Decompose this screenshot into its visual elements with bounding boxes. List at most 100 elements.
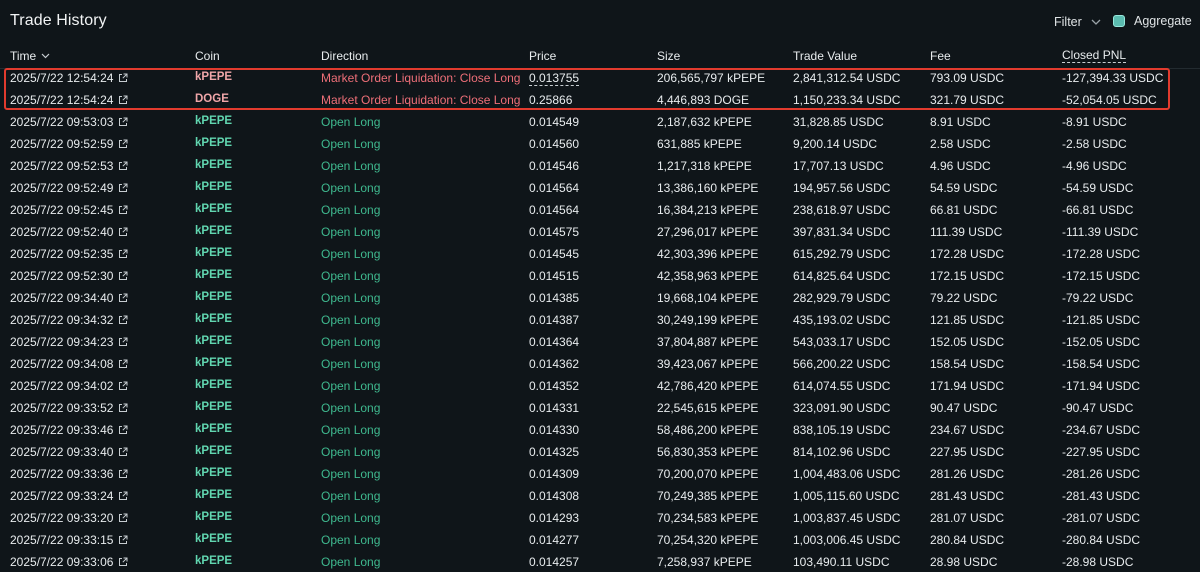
external-link-icon[interactable] bbox=[118, 403, 128, 413]
external-link-icon[interactable] bbox=[118, 359, 128, 369]
size-cell: 19,668,104 kPEPE bbox=[657, 291, 759, 305]
closed-pnl-cell: -281.26 USDC bbox=[1062, 467, 1141, 481]
closed-pnl-cell: -52,054.05 USDC bbox=[1062, 93, 1157, 107]
external-link-icon[interactable] bbox=[118, 271, 128, 281]
chevron-down-icon bbox=[1091, 19, 1101, 25]
external-link-icon[interactable] bbox=[118, 513, 128, 523]
trade-time: 2025/7/22 09:52:45 bbox=[10, 203, 114, 217]
table-row: 2025/7/22 09:53:03 kPEPE Open Long 0.014549… bbox=[0, 111, 1200, 133]
trade-value-cell: 543,033.17 USDC bbox=[793, 335, 891, 349]
closed-pnl-cell: -90.47 USDC bbox=[1062, 401, 1134, 415]
price-cell: 0.014331 bbox=[529, 401, 579, 415]
coin-cell[interactable]: kPEPE bbox=[195, 247, 233, 259]
trade-time-cell: 2025/7/22 09:34:40 bbox=[10, 291, 128, 305]
column-header-fee: Fee bbox=[930, 49, 951, 63]
external-link-icon[interactable] bbox=[118, 469, 128, 479]
trade-value-cell: 1,003,837.45 USDC bbox=[793, 511, 901, 525]
external-link-icon[interactable] bbox=[118, 161, 128, 171]
coin-cell[interactable]: kPEPE bbox=[195, 137, 233, 149]
price-cell: 0.014387 bbox=[529, 313, 579, 327]
fee-cell: 172.28 USDC bbox=[930, 247, 1005, 261]
external-link-icon[interactable] bbox=[118, 139, 128, 149]
size-cell: 37,804,887 kPEPE bbox=[657, 335, 759, 349]
coin-cell[interactable]: kPEPE bbox=[195, 445, 233, 457]
coin-cell[interactable]: DOGE bbox=[195, 93, 229, 105]
external-link-icon[interactable] bbox=[118, 183, 128, 193]
coin-cell[interactable]: kPEPE bbox=[195, 159, 233, 171]
price-cell: 0.014325 bbox=[529, 445, 579, 459]
aggregate-toggle[interactable]: Aggregate bbox=[1113, 14, 1192, 28]
table-row: 2025/7/22 09:52:45 kPEPE Open Long 0.014564… bbox=[0, 199, 1200, 221]
trade-time-cell: 2025/7/22 09:33:15 bbox=[10, 533, 128, 547]
external-link-icon[interactable] bbox=[118, 205, 128, 215]
external-link-icon[interactable] bbox=[118, 337, 128, 347]
external-link-icon[interactable] bbox=[118, 535, 128, 545]
coin-cell[interactable]: kPEPE bbox=[195, 423, 233, 435]
external-link-icon[interactable] bbox=[118, 315, 128, 325]
coin-cell[interactable]: kPEPE bbox=[195, 71, 233, 83]
external-link-icon[interactable] bbox=[118, 381, 128, 391]
coin-cell[interactable]: kPEPE bbox=[195, 313, 233, 325]
coin-cell[interactable]: kPEPE bbox=[195, 181, 233, 193]
coin-cell[interactable]: kPEPE bbox=[195, 269, 233, 281]
price-cell: 0.014560 bbox=[529, 137, 579, 151]
closed-pnl-cell: -172.15 USDC bbox=[1062, 269, 1141, 283]
coin-cell[interactable]: kPEPE bbox=[195, 489, 233, 501]
external-link-icon[interactable] bbox=[118, 95, 128, 105]
direction-cell: Open Long bbox=[321, 379, 381, 393]
column-header-coin: Coin bbox=[195, 49, 220, 63]
closed-pnl-cell: -158.54 USDC bbox=[1062, 357, 1141, 371]
trade-time-cell: 2025/7/22 09:34:02 bbox=[10, 379, 128, 393]
price-value: 0.014385 bbox=[529, 291, 580, 305]
trade-time: 2025/7/22 09:52:53 bbox=[10, 159, 114, 173]
trade-time: 2025/7/22 09:33:15 bbox=[10, 533, 114, 547]
column-header-time[interactable]: Time bbox=[10, 49, 50, 63]
filter-dropdown[interactable]: Filter bbox=[1054, 15, 1101, 29]
trade-time-cell: 2025/7/22 09:33:46 bbox=[10, 423, 128, 437]
coin-cell[interactable]: kPEPE bbox=[195, 533, 233, 545]
trade-time-cell: 2025/7/22 09:33:40 bbox=[10, 445, 128, 459]
trade-value-cell: 194,957.56 USDC bbox=[793, 181, 891, 195]
coin-cell[interactable]: kPEPE bbox=[195, 357, 233, 369]
trade-time-cell: 2025/7/22 09:52:40 bbox=[10, 225, 128, 239]
external-link-icon[interactable] bbox=[118, 557, 128, 567]
trade-time: 2025/7/22 09:34:32 bbox=[10, 313, 114, 327]
trade-time: 2025/7/22 09:33:24 bbox=[10, 489, 114, 503]
table-row: 2025/7/22 09:33:15 kPEPE Open Long 0.014277… bbox=[0, 529, 1200, 551]
price-cell: 0.014545 bbox=[529, 247, 579, 261]
external-link-icon[interactable] bbox=[118, 425, 128, 435]
coin-cell[interactable]: kPEPE bbox=[195, 335, 233, 347]
table-row: 2025/7/22 09:34:02 kPEPE Open Long 0.014352… bbox=[0, 375, 1200, 397]
external-link-icon[interactable] bbox=[118, 227, 128, 237]
coin-cell[interactable]: kPEPE bbox=[195, 291, 233, 303]
column-header-closed-pnl[interactable]: Closed PNL bbox=[1062, 48, 1127, 63]
external-link-icon[interactable] bbox=[118, 249, 128, 259]
price-cell: 0.014277 bbox=[529, 533, 579, 547]
panel-header: Trade History Filter Aggregate bbox=[0, 0, 1200, 44]
direction-cell: Open Long bbox=[321, 445, 381, 459]
price-cell: 0.014308 bbox=[529, 489, 579, 503]
external-link-icon[interactable] bbox=[118, 491, 128, 501]
price-cell: 0.014564 bbox=[529, 181, 579, 195]
price-value: 0.25866 bbox=[529, 93, 573, 107]
trade-value-cell: 9,200.14 USDC bbox=[793, 137, 878, 151]
coin-cell[interactable]: kPEPE bbox=[195, 225, 233, 237]
coin-cell[interactable]: kPEPE bbox=[195, 401, 233, 413]
coin-cell[interactable]: kPEPE bbox=[195, 115, 233, 127]
fee-cell: 28.98 USDC bbox=[930, 555, 998, 569]
coin-cell[interactable]: kPEPE bbox=[195, 203, 233, 215]
aggregate-checkbox[interactable] bbox=[1113, 15, 1125, 27]
closed-pnl-cell: -121.85 USDC bbox=[1062, 313, 1141, 327]
trade-time-cell: 2025/7/22 09:52:30 bbox=[10, 269, 128, 283]
fee-cell: 8.91 USDC bbox=[930, 115, 991, 129]
trade-time: 2025/7/22 09:34:40 bbox=[10, 291, 114, 305]
external-link-icon[interactable] bbox=[118, 73, 128, 83]
trade-time-cell: 2025/7/22 09:52:59 bbox=[10, 137, 128, 151]
external-link-icon[interactable] bbox=[118, 117, 128, 127]
coin-cell[interactable]: kPEPE bbox=[195, 467, 233, 479]
external-link-icon[interactable] bbox=[118, 293, 128, 303]
coin-cell[interactable]: kPEPE bbox=[195, 511, 233, 523]
coin-cell[interactable]: kPEPE bbox=[195, 555, 233, 567]
coin-cell[interactable]: kPEPE bbox=[195, 379, 233, 391]
external-link-icon[interactable] bbox=[118, 447, 128, 457]
